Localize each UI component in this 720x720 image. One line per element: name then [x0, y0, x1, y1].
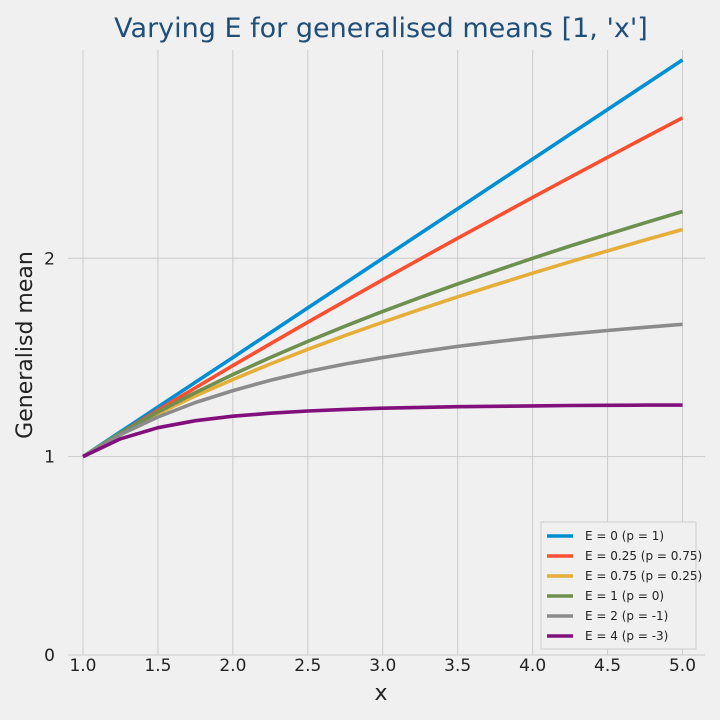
legend-entry: E = 0.75 (p = 0.25): [585, 569, 702, 583]
series-line: [82, 322, 683, 459]
legend-entry: E = 1 (p = 0): [585, 589, 664, 603]
y-axis-label: Generalisd mean: [13, 251, 38, 439]
series-line: [82, 209, 684, 459]
x-tick-label: 1.0: [69, 656, 96, 676]
series-line: [82, 116, 684, 459]
x-tick-label: 2.5: [294, 656, 321, 676]
x-tick-label: 3.5: [444, 656, 471, 676]
x-axis-label: x: [374, 681, 387, 706]
x-tick-label: 1.5: [144, 656, 171, 676]
legend: E = 0 (p = 1) E = 0.25 (p = 0.75) E = 0.75…: [540, 521, 702, 650]
legend-items: E = 0 (p = 1) E = 0.25 (p = 0.75) E = 0.75…: [547, 529, 702, 643]
series-line: [82, 403, 683, 459]
y-tick-label: 0: [44, 646, 55, 666]
y-tick-label: 2: [44, 249, 55, 269]
legend-entry: E = 0.25 (p = 0.75): [585, 549, 702, 563]
legend-entry: E = 0 (p = 1): [585, 529, 664, 543]
x-tick-labels: 1.0 1.5 2.0 2.5 3.0 3.5 4.0 4.5 5.0: [69, 656, 696, 676]
series-lines: [82, 58, 684, 459]
x-tick-label: 4.0: [519, 656, 546, 676]
legend-entry: E = 2 (p = -1): [585, 609, 668, 623]
y-tick-labels: 0 1 2: [44, 249, 55, 666]
x-tick-label: 4.5: [594, 656, 621, 676]
series-line: [82, 227, 683, 459]
legend-box: [540, 521, 697, 650]
chart-title: Varying E for generalised means [1, 'x']: [114, 13, 648, 44]
x-tick-label: 3.0: [369, 656, 396, 676]
x-tick-label: 5.0: [669, 656, 696, 676]
x-tick-label: 2.0: [219, 656, 246, 676]
y-tick-label: 1: [44, 448, 55, 468]
grid: [68, 50, 705, 656]
series-line: [82, 58, 684, 459]
legend-entry: E = 4 (p = -3): [585, 629, 668, 643]
